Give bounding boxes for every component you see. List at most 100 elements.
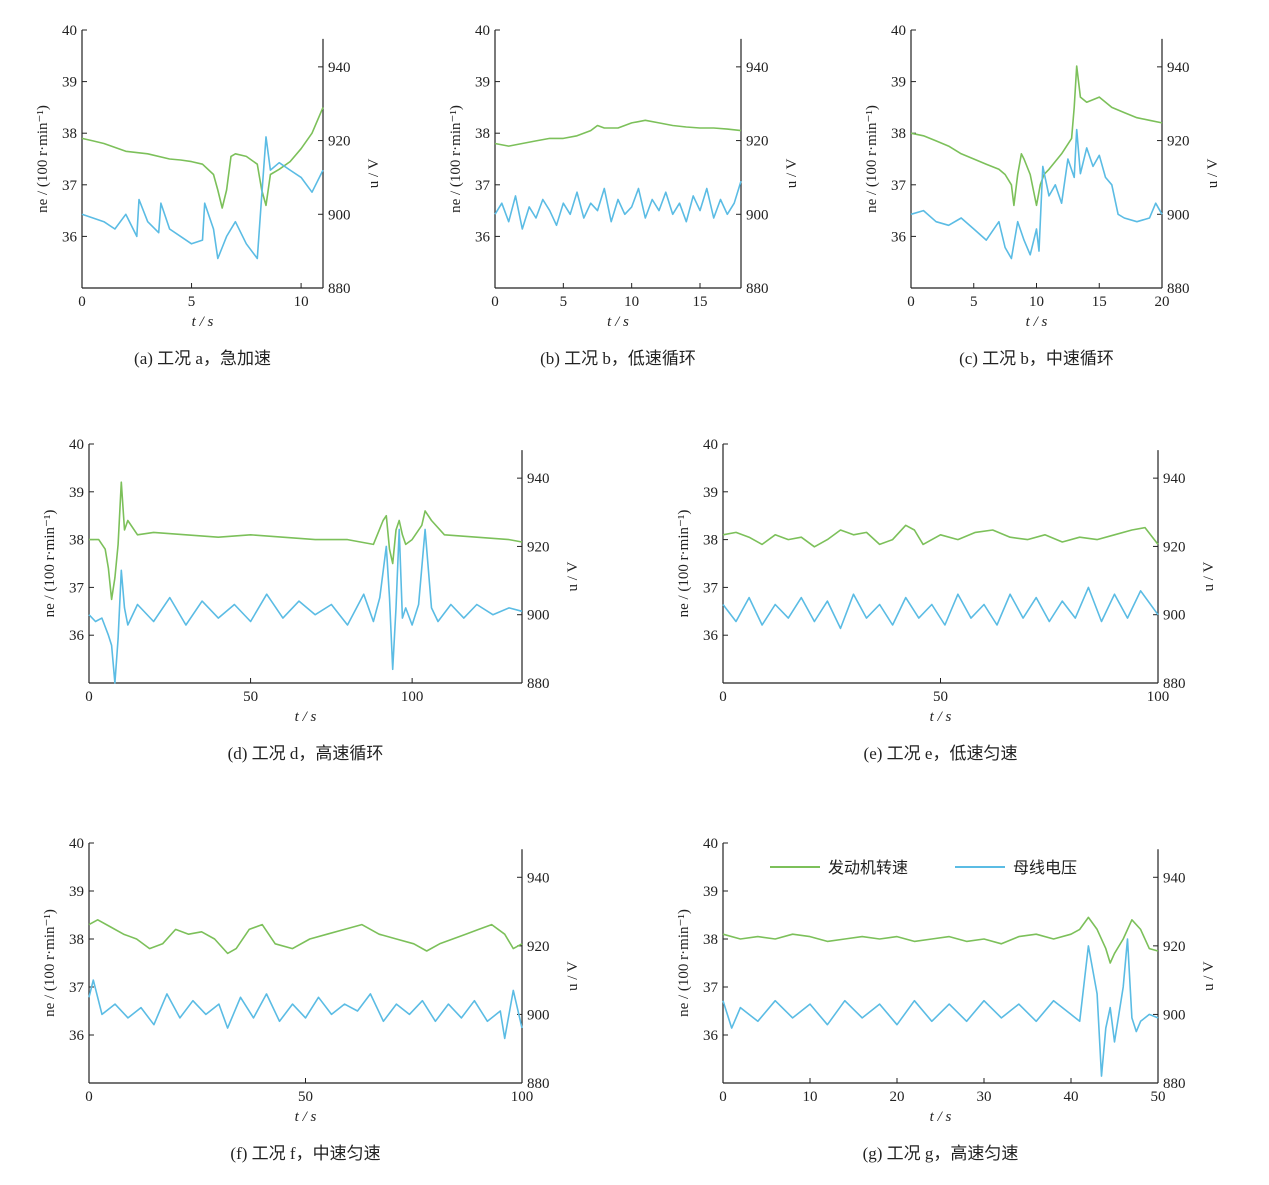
left-axis-label: ne / (100 r·min⁻¹) xyxy=(448,105,464,213)
bus-voltage-series-line xyxy=(722,586,1159,630)
right-tick-label: 920 xyxy=(328,134,351,150)
right-axis-label: u / V xyxy=(784,158,800,188)
right-axis-label: u / V xyxy=(1201,562,1217,592)
right-tick-label: 920 xyxy=(1163,939,1186,955)
x-tick-label: 15 xyxy=(1092,294,1107,310)
right-tick-label: 900 xyxy=(1167,207,1190,223)
left-tick-label: 37 xyxy=(475,178,491,194)
x-tick-label: 10 xyxy=(1029,294,1044,310)
panel-caption: (f) 工况 f，中速匀速 xyxy=(230,1144,380,1163)
right-tick-label: 920 xyxy=(527,939,550,955)
left-tick-label: 40 xyxy=(69,836,84,852)
left-axis-label: ne / (100 r·min⁻¹) xyxy=(42,909,58,1017)
left-tick-label: 36 xyxy=(703,628,719,644)
left-tick-label: 38 xyxy=(475,126,490,142)
left-tick-label: 37 xyxy=(891,178,907,194)
x-tick-label: 10 xyxy=(803,1089,818,1105)
panel-e: 36 37 38 39 40 880 900 920 940 0 50 100 t / s ne / (1… xyxy=(676,437,1217,763)
left-tick-label: 39 xyxy=(69,884,84,900)
right-tick-label: 900 xyxy=(328,207,351,223)
engine-speed-series-line xyxy=(722,524,1159,548)
left-tick-label: 37 xyxy=(69,980,85,996)
x-tick-label: 100 xyxy=(1147,689,1170,705)
x-tick-label: 20 xyxy=(890,1089,905,1105)
left-tick-label: 37 xyxy=(703,580,719,596)
left-tick-label: 39 xyxy=(475,75,490,91)
engine-speed-series-line xyxy=(81,107,324,209)
left-tick-label: 36 xyxy=(703,1028,719,1044)
panel-c: 36 37 38 39 40 880 900 920 940 0 5 10 15 20 t / s ne / … xyxy=(864,23,1221,368)
engine-speed-series-line xyxy=(89,481,523,601)
left-tick-label: 39 xyxy=(703,485,718,501)
engine-speed-series-line xyxy=(722,916,1159,964)
x-tick-label: 50 xyxy=(243,689,258,705)
left-tick-label: 38 xyxy=(703,932,718,948)
right-tick-label: 940 xyxy=(328,60,351,76)
x-tick-label: 30 xyxy=(977,1089,992,1105)
right-axis-label: u / V xyxy=(1205,158,1221,188)
bus-voltage-series-line xyxy=(722,938,1159,1077)
x-tick-label: 0 xyxy=(719,1089,727,1105)
x-axis-label: t / s xyxy=(295,1109,317,1125)
legend-engine-label: 发动机转速 xyxy=(828,859,908,877)
bus-voltage-series-line xyxy=(494,180,742,230)
x-tick-label: 0 xyxy=(719,689,727,705)
left-tick-label: 39 xyxy=(62,75,77,91)
panel-b: 36 37 38 39 40 880 900 920 940 0 5 10 15 t / s ne / (1… xyxy=(448,23,800,368)
right-axis-label: u / V xyxy=(565,961,581,991)
left-tick-label: 37 xyxy=(703,980,719,996)
panel-caption: (a) 工况 a，急加速 xyxy=(134,349,271,368)
x-tick-label: 50 xyxy=(933,689,948,705)
left-tick-label: 36 xyxy=(69,1028,85,1044)
right-tick-label: 880 xyxy=(527,676,550,692)
x-axis-label: t / s xyxy=(295,709,317,725)
left-tick-label: 38 xyxy=(62,126,77,142)
x-tick-label: 100 xyxy=(511,1089,534,1105)
left-tick-label: 36 xyxy=(475,229,491,245)
panel-f: 36 37 38 39 40 880 900 920 940 0 50 100 t / s ne / (1… xyxy=(42,836,581,1163)
right-axis-label: u / V xyxy=(565,562,581,592)
left-axis-label: ne / (100 r·min⁻¹) xyxy=(864,105,880,213)
right-tick-label: 880 xyxy=(1167,281,1190,297)
right-tick-label: 920 xyxy=(746,134,769,150)
x-axis-label: t / s xyxy=(930,709,952,725)
left-tick-label: 38 xyxy=(703,533,718,549)
right-tick-label: 900 xyxy=(527,1007,550,1023)
panel-caption: (b) 工况 b，低速循环 xyxy=(540,349,696,368)
x-axis-label: t / s xyxy=(192,314,214,330)
left-axis-label: ne / (100 r·min⁻¹) xyxy=(35,105,51,213)
engine-speed-series-line xyxy=(494,119,742,147)
x-tick-label: 0 xyxy=(85,689,93,705)
right-axis-label: u / V xyxy=(366,158,382,188)
x-tick-label: 20 xyxy=(1155,294,1170,310)
x-tick-label: 15 xyxy=(693,294,708,310)
x-tick-label: 0 xyxy=(78,294,86,310)
left-tick-label: 40 xyxy=(62,23,77,39)
left-tick-label: 36 xyxy=(62,229,78,245)
x-axis-label: t / s xyxy=(607,314,629,330)
panel-caption: (e) 工况 e，低速匀速 xyxy=(864,744,1018,763)
x-tick-label: 50 xyxy=(298,1089,313,1105)
left-tick-label: 39 xyxy=(891,75,906,91)
left-tick-label: 40 xyxy=(703,836,718,852)
right-tick-label: 940 xyxy=(746,60,769,76)
left-tick-label: 37 xyxy=(69,580,85,596)
right-tick-label: 880 xyxy=(328,281,351,297)
right-tick-label: 900 xyxy=(1163,608,1186,624)
right-tick-label: 880 xyxy=(746,281,769,297)
right-tick-label: 880 xyxy=(1163,1076,1186,1092)
engine-speed-series-line xyxy=(910,65,1163,207)
x-axis-label: t / s xyxy=(930,1109,952,1125)
bus-voltage-series-line xyxy=(910,128,1163,260)
left-tick-label: 37 xyxy=(62,178,78,194)
panel-a: 36 37 38 39 40 880 900 920 940 0 5 10 t / s ne / (100… xyxy=(35,23,382,368)
right-tick-label: 940 xyxy=(527,870,550,886)
left-tick-label: 40 xyxy=(69,437,84,453)
x-tick-label: 100 xyxy=(401,689,424,705)
panel-g: 36 37 38 39 40 880 900 920 940 0 10 20 30 40 50 t / s ne… xyxy=(676,836,1217,1163)
panel-d: 36 37 38 39 40 880 900 920 940 0 50 100 t / s ne / (1… xyxy=(42,437,581,763)
right-axis-label: u / V xyxy=(1201,961,1217,991)
x-axis-label: t / s xyxy=(1026,314,1048,330)
right-tick-label: 940 xyxy=(1163,870,1186,886)
